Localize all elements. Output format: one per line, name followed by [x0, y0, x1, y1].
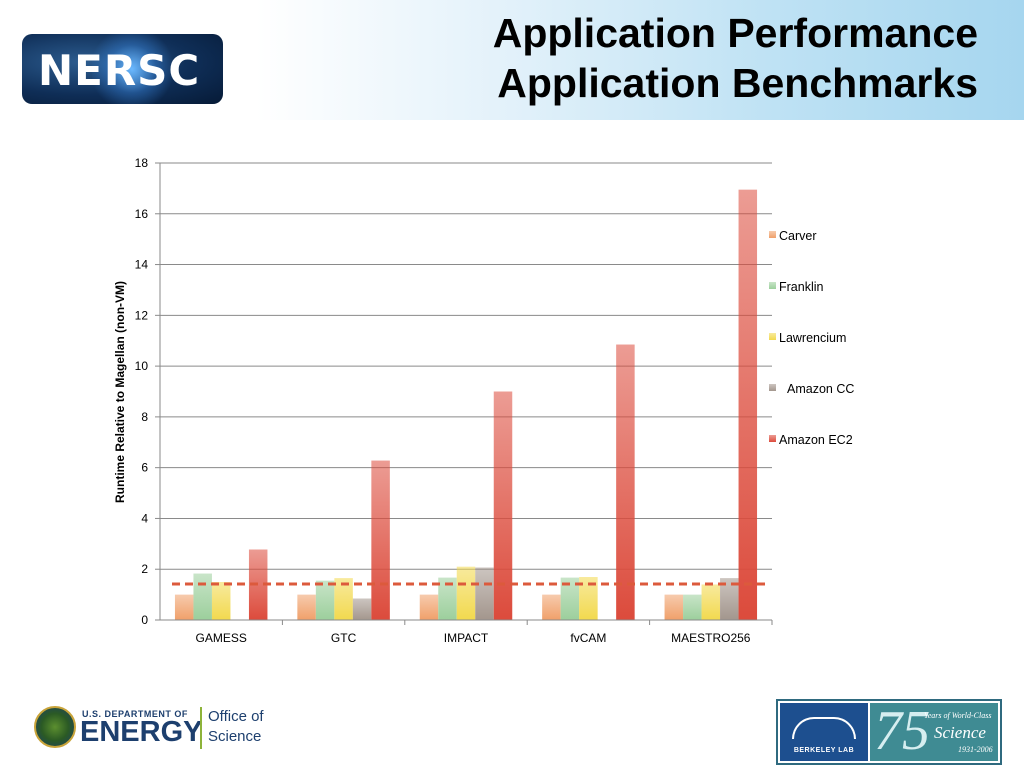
doe-logo: U.S. DEPARTMENT OF ENERGY Office of Scie…	[34, 705, 276, 751]
title-line-2: Application Benchmarks	[497, 60, 978, 106]
legend-swatch	[769, 384, 776, 391]
y-tick-label: 18	[135, 156, 149, 170]
bar-amazon-cc-gtc	[352, 598, 372, 620]
doe-divider	[200, 707, 202, 749]
x-tick-label: GTC	[331, 631, 357, 645]
lbl-name: BERKELEY LAB	[793, 747, 855, 754]
bar-amazon-ec2-gamess	[248, 549, 268, 620]
bar-carver-impact	[419, 594, 439, 620]
bar-lawrencium-gtc	[334, 578, 353, 620]
bar-amazon-ec2-impact	[493, 391, 513, 620]
lbl-dates: 1931-2006	[958, 745, 993, 754]
bar-franklin-gtc	[315, 580, 335, 620]
bar-lawrencium-impact	[456, 566, 476, 620]
berkeley-lab-logo: BERKELEY LAB 75 Years of World-Class Sci…	[776, 699, 1002, 765]
y-tick-label: 2	[141, 562, 148, 576]
legend-label: Amazon CC	[787, 382, 854, 396]
x-tick-label: IMPACT	[444, 631, 489, 645]
bar-amazon-ec2-gtc	[371, 460, 390, 620]
lbl-science: Science	[934, 723, 986, 742]
page-title: Application Performance Application Benc…	[493, 8, 978, 108]
chart-legend: Carver Franklin Lawrencium Amazon CC Amazon …	[769, 229, 854, 447]
lbl-years: Years of World-Class	[924, 711, 992, 720]
bar-franklin-maestro256	[683, 594, 702, 620]
legend-label: Amazon EC2	[779, 433, 853, 447]
legend-swatch	[769, 231, 776, 238]
chart-bars	[172, 189, 770, 621]
legend-swatch	[769, 333, 776, 340]
lbl-left-panel: BERKELEY LAB	[780, 703, 868, 761]
bar-lawrencium-gamess	[211, 581, 231, 620]
bar-carver-fvcam	[542, 594, 561, 620]
x-tick-label: GAMESS	[196, 631, 247, 645]
legend-swatch	[769, 282, 776, 289]
y-tick-label: 10	[135, 359, 149, 373]
dome-icon	[792, 717, 856, 739]
lbl-right-panel	[870, 703, 998, 761]
bar-carver-gamess	[174, 594, 194, 620]
logo-glow	[92, 34, 172, 104]
x-tick-label: MAESTRO256	[671, 631, 751, 645]
y-tick-label: 6	[141, 461, 148, 475]
y-tick-label: 16	[135, 207, 149, 221]
bar-amazon-cc-impact	[475, 567, 494, 620]
title-line-1: Application Performance	[492, 10, 978, 56]
legend-label: Franklin	[779, 280, 824, 294]
bar-carver-gtc	[297, 594, 316, 620]
doe-office-line-1: Office of	[208, 708, 264, 725]
bar-lawrencium-fvcam	[579, 576, 598, 620]
bar-franklin-gamess	[193, 573, 212, 620]
y-tick-label: 0	[141, 613, 148, 627]
nersc-logo: NERSC	[22, 34, 223, 104]
logo-text: NERSC	[38, 46, 201, 95]
y-tick-label: 8	[141, 410, 148, 424]
x-tick-label: fvCAM	[570, 631, 606, 645]
legend-label: Carver	[779, 229, 817, 243]
y-axis-label: Runtime Relative to Magellan (non-VM)	[113, 281, 127, 503]
bar-franklin-fvcam	[560, 577, 580, 620]
bar-amazon-ec2-maestro256	[738, 189, 758, 621]
doe-office: Office of Science	[208, 707, 264, 747]
doe-department: U.S. DEPARTMENT OF	[82, 709, 188, 719]
doe-energy: ENERGY	[80, 716, 203, 748]
y-tick-label: 4	[141, 511, 148, 525]
doe-office-line-2: Science	[208, 728, 262, 745]
legend-swatch	[769, 435, 776, 442]
bar-carver-maestro256	[664, 594, 684, 620]
chart-grid	[160, 162, 772, 570]
bar-amazon-ec2-fvcam	[616, 344, 635, 620]
doe-seal-icon	[34, 706, 76, 748]
legend-label: Lawrencium	[779, 331, 846, 345]
chart-axes: 0 2 4 6 8 10 12 14 16 18 GAMESS GTC IMPACT fvCAM MAEST…	[135, 156, 773, 645]
y-tick-label: 14	[135, 258, 149, 272]
lbl-75: 75	[874, 700, 930, 762]
bar-franklin-impact	[438, 577, 457, 620]
y-tick-label: 12	[135, 308, 149, 322]
bar-lawrencium-maestro256	[701, 584, 721, 620]
bar-amazon-cc-maestro256	[720, 578, 739, 620]
